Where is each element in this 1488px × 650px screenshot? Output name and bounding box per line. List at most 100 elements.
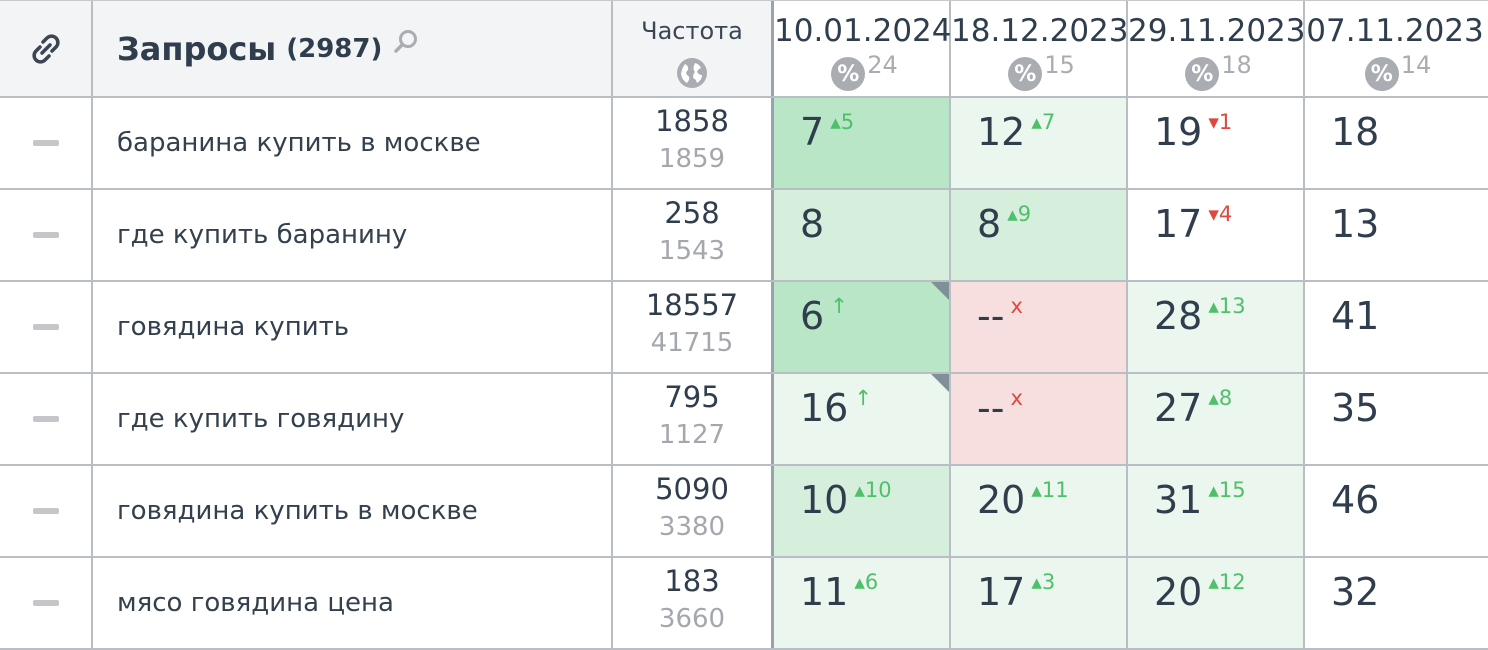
position-cell[interactable]: 10 ▴10 <box>774 466 951 556</box>
frequency-main: 18557 <box>645 288 739 322</box>
position-cell[interactable]: 18 <box>1305 98 1485 188</box>
frequency-cell: 795 1127 <box>613 374 774 464</box>
row-toggle[interactable] <box>0 190 93 280</box>
position-change: ▴7 <box>1031 110 1056 134</box>
position-value: -- <box>977 386 1005 430</box>
query-text: где купить говядину <box>117 404 405 434</box>
position-value: 20 <box>977 478 1026 522</box>
position-cell[interactable]: 17 ▾4 <box>1128 190 1305 280</box>
minus-icon[interactable] <box>32 140 59 146</box>
position-cell[interactable]: 32 <box>1305 558 1485 648</box>
position-value: 18 <box>1331 110 1380 154</box>
position-cell[interactable]: 27 ▴8 <box>1128 374 1305 464</box>
query-cell[interactable]: баранина купить в москве <box>93 98 613 188</box>
position-cell[interactable]: 46 <box>1305 466 1485 556</box>
query-cell[interactable]: говядина купить в москве <box>93 466 613 556</box>
minus-icon[interactable] <box>32 232 59 238</box>
query-cell[interactable]: мясо говядина цена <box>93 558 613 648</box>
frequency-main: 795 <box>664 380 720 414</box>
position-cell[interactable]: 41 <box>1305 282 1485 372</box>
position-cell[interactable]: -- x <box>951 282 1128 372</box>
date-column-header-4[interactable]: 07.11.2023 % 14 <box>1305 1 1485 96</box>
position-cell[interactable]: 20 ▴12 <box>1128 558 1305 648</box>
minus-icon[interactable] <box>32 508 59 514</box>
frequency-main: 258 <box>664 196 720 230</box>
position-value: 28 <box>1154 294 1203 338</box>
query-text: баранина купить в москве <box>117 128 481 158</box>
date-column-header-3[interactable]: 29.11.2023 % 18 <box>1128 1 1306 96</box>
position-cell[interactable]: 8 ▴9 <box>951 190 1128 280</box>
frequency-secondary: 1543 <box>658 236 726 266</box>
frequency-cell: 1858 1859 <box>613 98 774 188</box>
visibility-percent: 24 <box>867 51 898 79</box>
frequency-cell: 18557 41715 <box>613 282 774 372</box>
position-value: 19 <box>1154 110 1203 154</box>
date-column-header-2[interactable]: 18.12.2023 % 15 <box>951 1 1129 96</box>
position-value: 6 <box>800 294 825 338</box>
frequency-main: 1858 <box>655 104 729 138</box>
table-row: баранина купить в москве 1858 1859 7 ▴5 12 ▴7 1… <box>0 98 1488 190</box>
table-header: Запросы (2987) Частота 10.01.2024 % 24 1… <box>0 0 1488 98</box>
position-change: ↑ <box>830 294 848 318</box>
position-change: ▴8 <box>1208 386 1233 410</box>
position-cell[interactable]: 28 ▴13 <box>1128 282 1305 372</box>
position-cell[interactable]: 11 ▴6 <box>774 558 951 648</box>
queries-title: Запросы <box>117 29 277 68</box>
position-cell[interactable]: 8 <box>774 190 951 280</box>
visibility-percent: 15 <box>1044 51 1075 79</box>
position-change: ▾1 <box>1208 110 1233 134</box>
position-value: 27 <box>1154 386 1203 430</box>
query-cell[interactable]: где купить баранину <box>93 190 613 280</box>
position-cell[interactable]: 20 ▴11 <box>951 466 1128 556</box>
query-cell[interactable]: где купить говядину <box>93 374 613 464</box>
row-toggle[interactable] <box>0 98 93 188</box>
position-change: ↑ <box>854 386 872 410</box>
position-value: 12 <box>977 110 1026 154</box>
position-cell[interactable]: -- x <box>951 374 1128 464</box>
table-row: где купить баранину 258 1543 8 8 ▴9 17 ▾4 13 <box>0 190 1488 282</box>
queries-column-header[interactable]: Запросы (2987) <box>93 1 613 96</box>
date-label: 10.01.2024 <box>774 13 952 49</box>
frequency-main: 183 <box>664 564 720 598</box>
row-toggle[interactable] <box>0 374 93 464</box>
position-cell[interactable]: 17 ▴3 <box>951 558 1128 648</box>
row-toggle[interactable] <box>0 558 93 648</box>
link-icon[interactable] <box>28 31 64 67</box>
position-change: ▴13 <box>1208 294 1246 318</box>
position-cell[interactable]: 19 ▾1 <box>1128 98 1305 188</box>
row-toggle[interactable] <box>0 282 93 372</box>
position-change: ▴9 <box>1007 202 1032 226</box>
position-cell[interactable]: 13 <box>1305 190 1485 280</box>
position-value: 32 <box>1331 570 1380 614</box>
position-cell[interactable]: 16 ↑ <box>774 374 951 464</box>
percent-icon: % <box>1008 57 1043 91</box>
position-value: 8 <box>977 202 1002 246</box>
search-icon[interactable] <box>392 28 420 56</box>
row-toggle[interactable] <box>0 466 93 556</box>
frequency-column-header[interactable]: Частота <box>613 1 774 96</box>
table-row: говядина купить 18557 41715 6 ↑ -- x 28 ▴13 41 <box>0 282 1488 374</box>
minus-icon[interactable] <box>32 416 59 422</box>
visibility-percent: 18 <box>1221 51 1252 79</box>
position-cell[interactable]: 6 ↑ <box>774 282 951 372</box>
frequency-cell: 5090 3380 <box>613 466 774 556</box>
position-cell[interactable]: 35 <box>1305 374 1485 464</box>
query-cell[interactable]: говядина купить <box>93 282 613 372</box>
query-text: где купить баранину <box>117 220 408 250</box>
position-value: 16 <box>800 386 849 430</box>
position-value: 13 <box>1331 202 1380 246</box>
minus-icon[interactable] <box>32 600 59 606</box>
minus-icon[interactable] <box>32 324 59 330</box>
link-column-header[interactable] <box>0 1 93 96</box>
position-cell[interactable]: 31 ▴15 <box>1128 466 1305 556</box>
position-change: ▴11 <box>1031 478 1069 502</box>
frequency-label: Частота <box>641 17 743 45</box>
position-cell[interactable]: 7 ▴5 <box>774 98 951 188</box>
table-row: мясо говядина цена 183 3660 11 ▴6 17 ▴3 20 ▴12 32 <box>0 558 1488 650</box>
date-column-header-1[interactable]: 10.01.2024 % 24 <box>774 1 952 96</box>
position-cell[interactable]: 12 ▴7 <box>951 98 1128 188</box>
position-change: ▴10 <box>854 478 892 502</box>
table-row: где купить говядину 795 1127 16 ↑ -- x 27 ▴8 35 <box>0 374 1488 466</box>
position-value: -- <box>977 294 1005 338</box>
